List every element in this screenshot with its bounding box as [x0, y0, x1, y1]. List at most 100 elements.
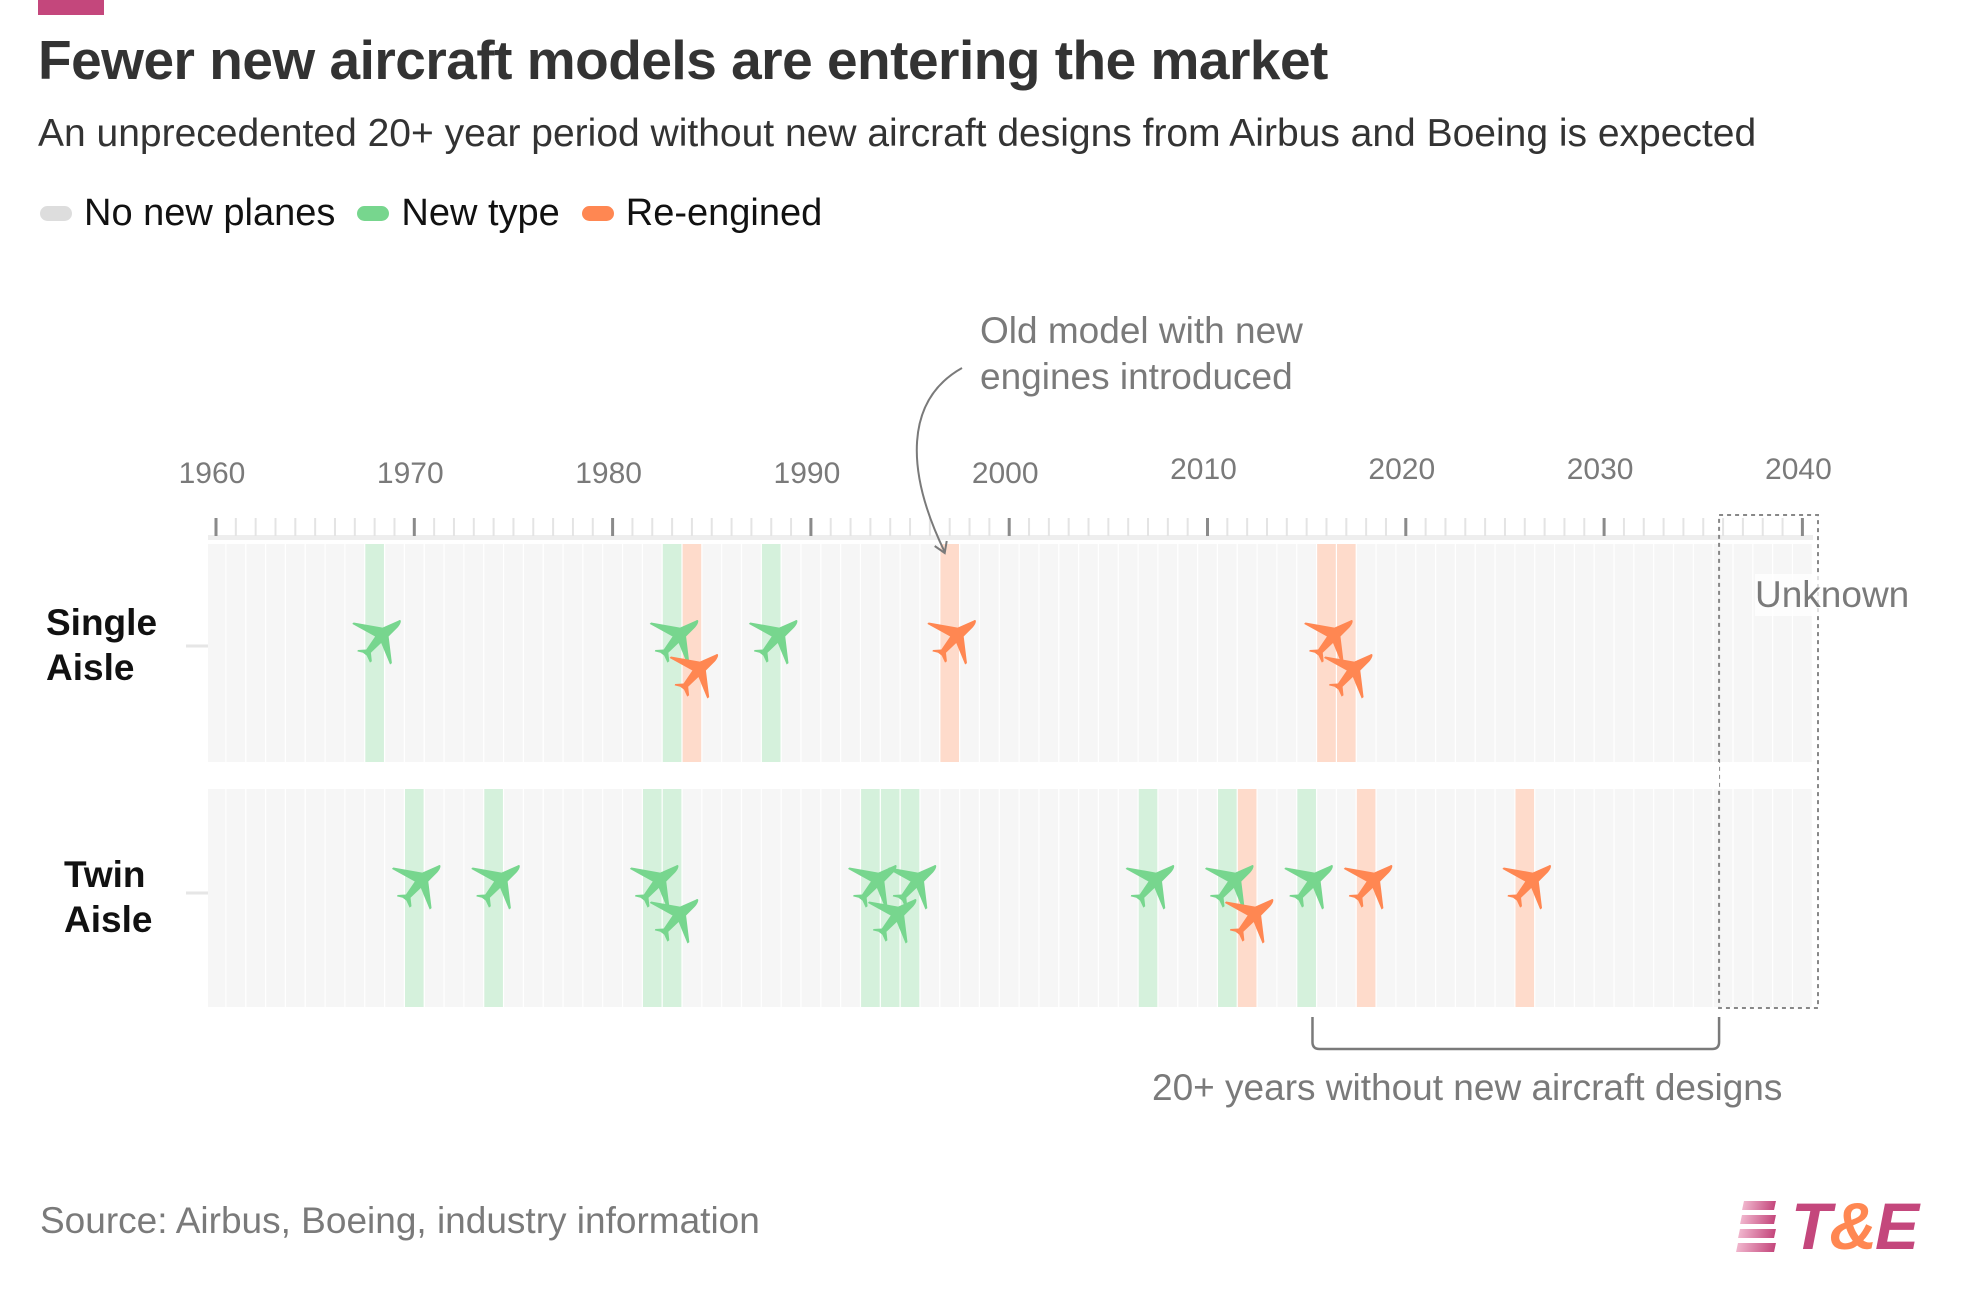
re-engined-band	[682, 544, 702, 762]
year-cell	[1099, 544, 1118, 762]
year-cell	[1198, 544, 1217, 762]
year-cell	[1237, 544, 1257, 762]
year-cell	[1436, 544, 1455, 762]
year-cell	[504, 544, 523, 762]
row-separator	[208, 762, 1720, 789]
reengine-annotation: Old model with new engines introduced	[980, 308, 1303, 400]
year-cell	[781, 544, 801, 762]
year-cell	[1337, 789, 1356, 1007]
legend-swatch-new-type	[357, 206, 390, 221]
row-label-twin-aisle: Twin Aisle	[64, 852, 152, 942]
new-type-band	[861, 789, 880, 1007]
x-tick-label: 1990	[774, 457, 841, 490]
year-cell	[801, 544, 821, 762]
year-cell	[286, 544, 305, 762]
year-cell	[1356, 544, 1376, 762]
x-tick-label: 2040	[1765, 453, 1832, 486]
year-cell	[1654, 789, 1673, 1007]
legend-swatch-no-new-planes	[40, 206, 72, 221]
year-cell	[1376, 789, 1396, 1007]
year-cell	[1178, 544, 1197, 762]
year-cell	[1118, 789, 1138, 1007]
x-tick-label: 2010	[1170, 453, 1237, 486]
x-tick-label: 2030	[1567, 453, 1634, 486]
year-cell	[1297, 544, 1316, 762]
new-type-band	[662, 544, 682, 762]
year-cell	[821, 789, 841, 1007]
year-cell	[1614, 544, 1634, 762]
year-cell	[424, 789, 444, 1007]
year-cell	[583, 544, 603, 762]
year-cell	[1039, 544, 1059, 762]
x-tick-label: 2000	[972, 457, 1039, 490]
year-cell	[682, 789, 702, 1007]
year-cell	[1416, 789, 1435, 1007]
legend: No new planes New type Re-engined	[40, 192, 844, 235]
new-type-band	[1297, 789, 1316, 1007]
year-cell	[1376, 544, 1396, 762]
legend-label: No new planes	[84, 192, 336, 234]
year-cell	[880, 544, 900, 762]
year-cell	[286, 789, 305, 1007]
year-cell	[385, 789, 404, 1007]
year-cell	[325, 544, 345, 762]
year-cell	[742, 789, 761, 1007]
legend-item-no-new-planes: No new planes	[40, 192, 335, 235]
year-cell	[246, 544, 265, 762]
year-cell	[1118, 544, 1138, 762]
new-type-band	[405, 789, 424, 1007]
year-cell	[603, 789, 622, 1007]
year-cell	[1019, 789, 1039, 1007]
year-cell	[999, 789, 1019, 1007]
year-cell	[702, 544, 722, 762]
gap-annotation: 20+ years without new aircraft designs	[1152, 1067, 1783, 1108]
new-type-band	[761, 544, 781, 762]
unknown-label: Unknown	[1755, 574, 1910, 616]
year-cell	[444, 544, 464, 762]
legend-label: New type	[401, 192, 560, 234]
year-cell	[523, 544, 543, 762]
year-cell	[1614, 789, 1634, 1007]
year-cell	[305, 789, 325, 1007]
year-cell	[623, 544, 642, 762]
logo-stripes-icon	[1736, 1199, 1776, 1253]
year-cell	[1277, 789, 1297, 1007]
year-cell	[583, 789, 603, 1007]
year-cell	[266, 544, 285, 762]
year-cell	[444, 789, 464, 1007]
year-cell	[1396, 789, 1416, 1007]
year-cell	[980, 544, 999, 762]
year-cell	[1773, 789, 1792, 1007]
year-cell	[1455, 789, 1475, 1007]
year-cell	[1713, 544, 1733, 762]
year-cell	[1277, 544, 1297, 762]
year-cell	[1713, 789, 1733, 1007]
new-type-band	[900, 789, 920, 1007]
year-cell	[543, 544, 563, 762]
year-cell	[841, 544, 860, 762]
legend-item-re-engined: Re-engined	[581, 192, 822, 235]
year-cell	[424, 544, 444, 762]
year-cell	[1257, 789, 1277, 1007]
year-cell	[208, 789, 226, 1007]
year-cell	[1535, 789, 1554, 1007]
year-cell	[1555, 789, 1574, 1007]
new-type-band	[1218, 789, 1237, 1007]
year-cell	[1019, 544, 1039, 762]
year-cell	[1138, 544, 1158, 762]
year-cell	[742, 544, 761, 762]
year-cell	[781, 789, 801, 1007]
year-cell	[484, 544, 503, 762]
row-label-single-aisle: Single Aisle	[46, 600, 157, 690]
year-cell	[1436, 789, 1455, 1007]
year-cell	[861, 544, 880, 762]
year-cell	[1396, 544, 1416, 762]
year-cell	[960, 544, 979, 762]
year-cell	[305, 544, 325, 762]
year-cell	[1495, 789, 1515, 1007]
year-cell	[900, 544, 920, 762]
year-cell	[821, 544, 841, 762]
year-cell	[801, 789, 821, 1007]
year-cell	[385, 544, 404, 762]
